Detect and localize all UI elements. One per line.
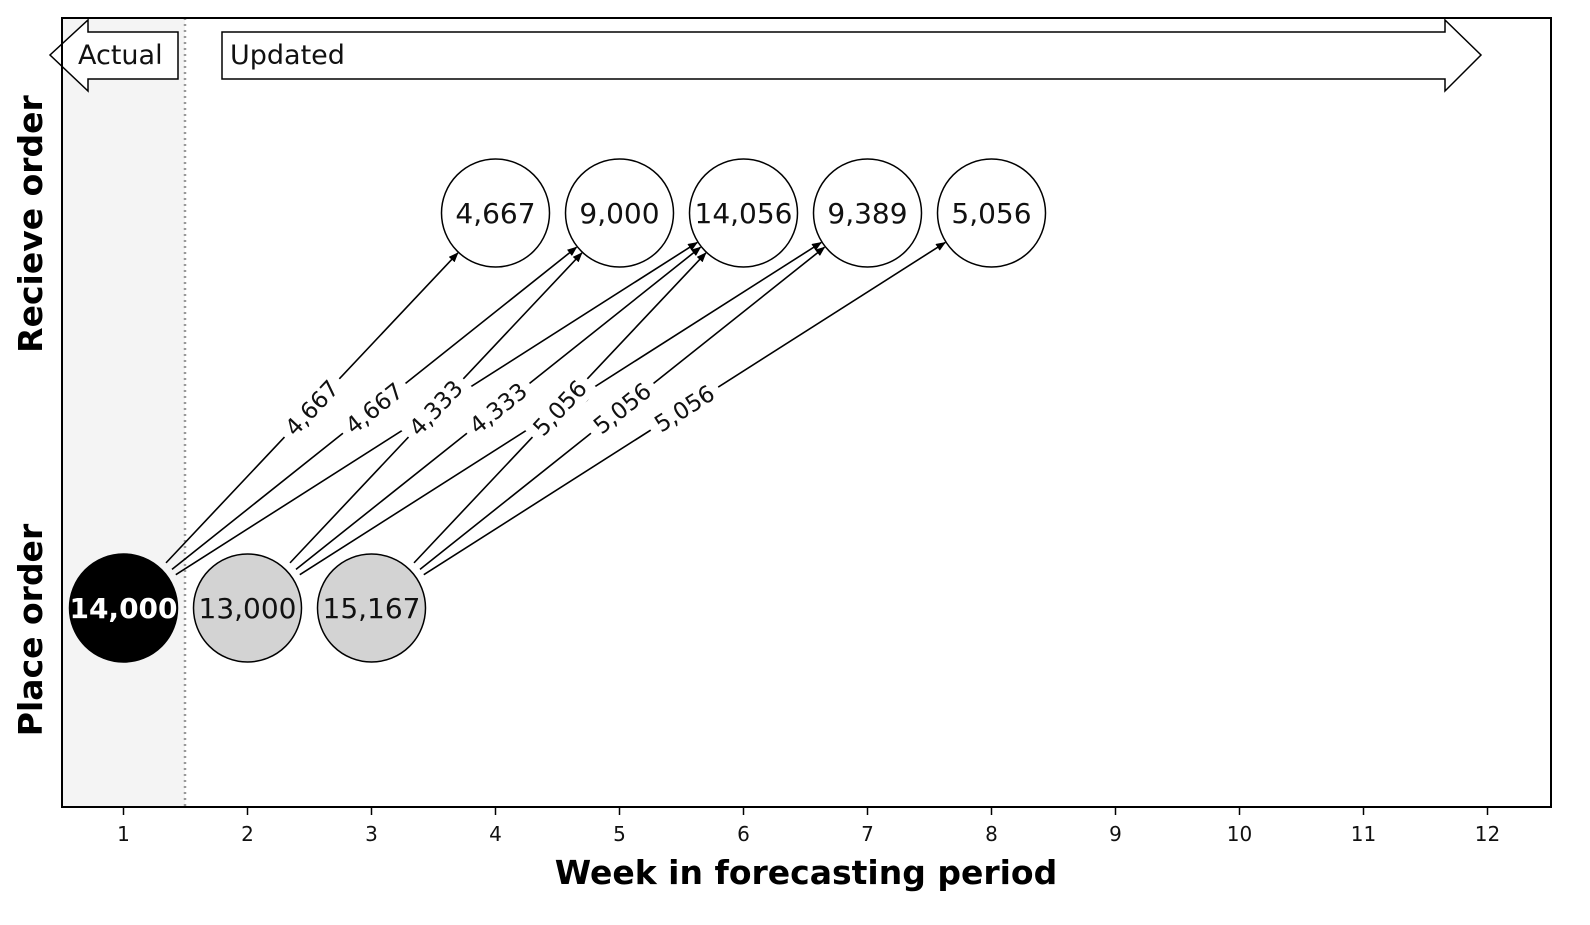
receive-order-node-label: 14,056: [695, 197, 793, 230]
x-tick-label: 12: [1475, 822, 1500, 846]
flow-label: 4,667: [333, 371, 415, 445]
receive-order-node-circle: [564, 158, 675, 268]
flow-label-bg: [581, 371, 663, 445]
receive-order-node-circle: [688, 158, 799, 268]
actual-period-shading: [62, 18, 185, 807]
x-tick-label: 10: [1227, 822, 1252, 846]
place-order-node-label: 14,000: [69, 592, 177, 625]
order-flow-arrows: 4,6674,6674,6674,3334,3334,3335,0565,056…: [165, 241, 946, 576]
place-order-node-circle: [192, 553, 303, 663]
receive-order-node-label: 4,667: [455, 197, 535, 230]
place-order-node-label: 13,000: [199, 592, 297, 625]
y-axis-title-place: Place order: [11, 523, 50, 736]
updated-banner-label: Updated: [230, 40, 345, 71]
flow-label: 5,056: [581, 371, 663, 445]
x-tick-label: 4: [489, 822, 502, 846]
flow-label-bg: [333, 371, 415, 445]
receive-order-node-label: 9,000: [579, 197, 659, 230]
receive-order-node-circle: [440, 158, 551, 268]
place-order-node-label: 15,167: [323, 592, 421, 625]
place-order-node-circle: [68, 553, 179, 663]
x-tick-label: 6: [737, 822, 750, 846]
receive-order-node-label: 5,056: [951, 197, 1031, 230]
flow-label-bg: [521, 368, 599, 448]
flow-label-bg: [397, 368, 475, 448]
actual-banner-arrow: [48, 18, 179, 93]
x-tick-label: 11: [1351, 822, 1376, 846]
x-tick-label: 1: [117, 822, 130, 846]
actual-banner-label: Actual: [78, 40, 163, 71]
actual-banner: Actual: [48, 18, 179, 93]
flow-label-bg: [273, 368, 351, 448]
updated-banner-arrow: [221, 18, 1483, 93]
x-tick-label: 9: [1109, 822, 1122, 846]
x-axis-title: Week in forecasting period: [555, 853, 1057, 892]
x-tick-label: 2: [241, 822, 254, 846]
x-tick-label: 5: [613, 822, 626, 846]
flow-label: 4,667: [273, 368, 351, 448]
flow-label-bg: [642, 374, 727, 443]
place-order-node-circle: [316, 553, 427, 663]
y-axis-title-receive: Recieve order: [11, 94, 50, 352]
receive-order-node-circle: [812, 158, 923, 268]
receive-order-node-circle: [936, 158, 1047, 268]
x-tick-label: 7: [861, 822, 874, 846]
receive-order-node-label: 9,389: [827, 197, 907, 230]
flow-label-bg: [457, 371, 539, 445]
x-tick-label: 3: [365, 822, 378, 846]
flow-label: 5,056: [642, 374, 727, 443]
flow-label: 4,333: [457, 371, 539, 445]
order-nodes: 14,000 13,000 15,167 4,667 9,000 14,056 9,389 5…: [68, 158, 1047, 663]
x-tick-label: 8: [985, 822, 998, 846]
plot-frame: [61, 17, 1552, 808]
updated-banner: Updated: [221, 18, 1483, 93]
x-axis-ticks: 1 2 3 4 5 6 7 8 9 10 11 12: [117, 807, 1500, 846]
